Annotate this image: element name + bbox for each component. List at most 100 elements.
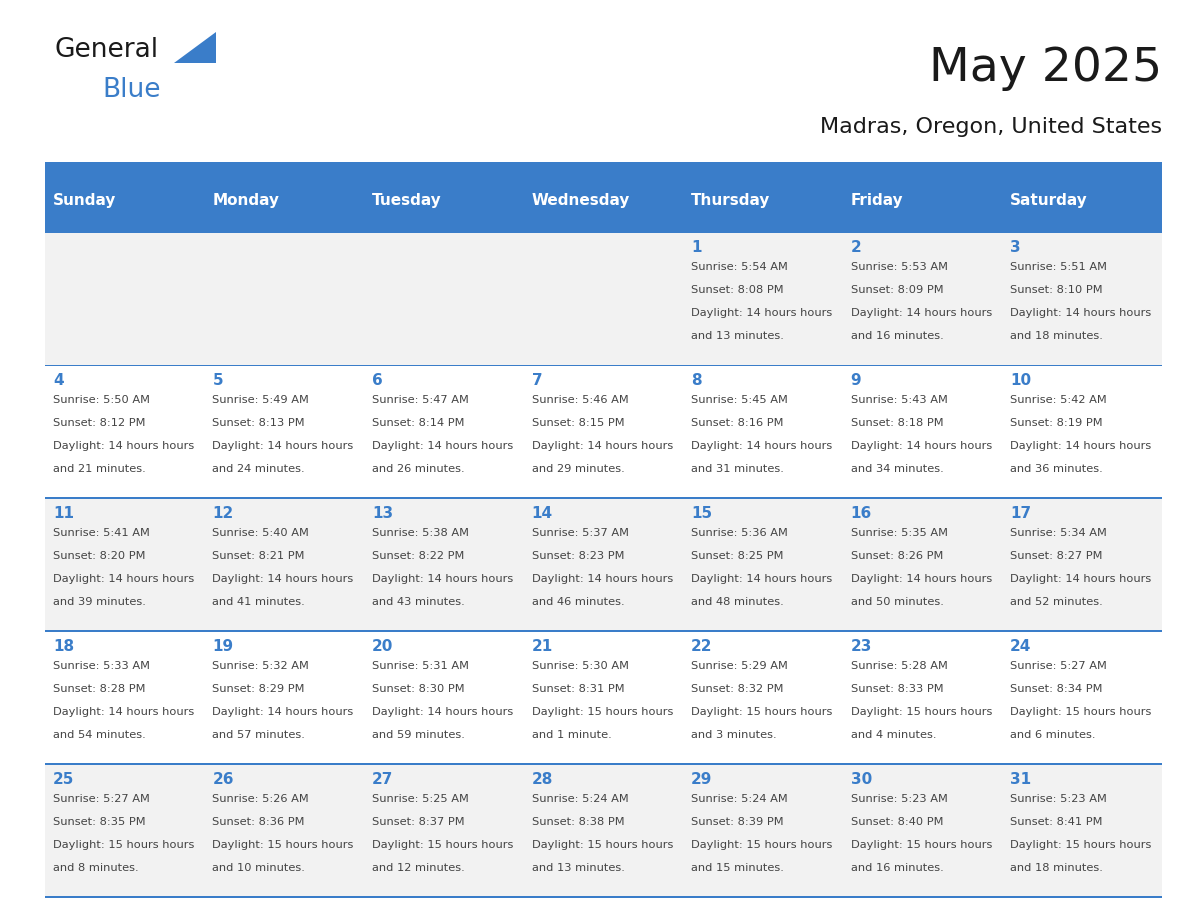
Text: 7: 7 xyxy=(531,374,542,388)
Text: Sunset: 8:21 PM: Sunset: 8:21 PM xyxy=(213,551,305,561)
Bar xyxy=(365,233,524,366)
Text: Sunrise: 5:42 AM: Sunrise: 5:42 AM xyxy=(1010,395,1107,405)
Text: Sunrise: 5:46 AM: Sunrise: 5:46 AM xyxy=(531,395,628,405)
Bar xyxy=(524,233,683,366)
Text: Daylight: 15 hours hours: Daylight: 15 hours hours xyxy=(691,707,833,717)
Text: and 3 minutes.: and 3 minutes. xyxy=(691,730,777,740)
Bar xyxy=(842,366,1003,499)
Text: Sunrise: 5:34 AM: Sunrise: 5:34 AM xyxy=(1010,528,1107,538)
Text: and 50 minutes.: and 50 minutes. xyxy=(851,597,943,607)
Text: Madras, Oregon, United States: Madras, Oregon, United States xyxy=(820,117,1162,137)
Bar xyxy=(1003,765,1162,898)
Text: Sunset: 8:09 PM: Sunset: 8:09 PM xyxy=(851,285,943,295)
Text: Tuesday: Tuesday xyxy=(372,194,442,208)
Bar xyxy=(842,632,1003,765)
Text: Sunrise: 5:45 AM: Sunrise: 5:45 AM xyxy=(691,395,788,405)
Bar xyxy=(842,233,1003,366)
Text: 18: 18 xyxy=(53,639,74,655)
Text: Sunset: 8:12 PM: Sunset: 8:12 PM xyxy=(53,418,145,428)
Text: Sunset: 8:29 PM: Sunset: 8:29 PM xyxy=(213,684,305,694)
Text: Daylight: 15 hours hours: Daylight: 15 hours hours xyxy=(851,707,992,717)
Bar xyxy=(204,169,365,233)
Bar xyxy=(524,366,683,499)
Text: Daylight: 15 hours hours: Daylight: 15 hours hours xyxy=(691,840,833,850)
Text: and 15 minutes.: and 15 minutes. xyxy=(691,863,784,873)
Text: Sunset: 8:15 PM: Sunset: 8:15 PM xyxy=(531,418,624,428)
Text: Thursday: Thursday xyxy=(691,194,771,208)
Bar xyxy=(1003,169,1162,233)
Text: Sunset: 8:33 PM: Sunset: 8:33 PM xyxy=(851,684,943,694)
Text: Daylight: 15 hours hours: Daylight: 15 hours hours xyxy=(531,840,672,850)
Text: 19: 19 xyxy=(213,639,234,655)
Text: and 48 minutes.: and 48 minutes. xyxy=(691,597,784,607)
Bar xyxy=(683,499,842,632)
Bar xyxy=(45,366,204,499)
Bar xyxy=(683,233,842,366)
Text: and 18 minutes.: and 18 minutes. xyxy=(1010,863,1102,873)
Text: Daylight: 14 hours hours: Daylight: 14 hours hours xyxy=(372,707,513,717)
Bar xyxy=(45,499,204,632)
Text: and 57 minutes.: and 57 minutes. xyxy=(213,730,305,740)
Text: 14: 14 xyxy=(531,506,552,521)
Text: Sunset: 8:35 PM: Sunset: 8:35 PM xyxy=(53,817,146,827)
Text: 25: 25 xyxy=(53,772,75,787)
Text: and 52 minutes.: and 52 minutes. xyxy=(1010,597,1102,607)
Bar xyxy=(365,765,524,898)
Bar xyxy=(683,765,842,898)
Text: Daylight: 14 hours hours: Daylight: 14 hours hours xyxy=(372,574,513,584)
Text: Daylight: 14 hours hours: Daylight: 14 hours hours xyxy=(372,441,513,451)
Bar xyxy=(204,765,365,898)
Bar xyxy=(45,765,204,898)
Text: 22: 22 xyxy=(691,639,713,655)
Text: 5: 5 xyxy=(213,374,223,388)
Bar xyxy=(524,499,683,632)
Bar xyxy=(683,366,842,499)
Text: Daylight: 14 hours hours: Daylight: 14 hours hours xyxy=(1010,441,1151,451)
Text: 13: 13 xyxy=(372,506,393,521)
Text: and 13 minutes.: and 13 minutes. xyxy=(531,863,625,873)
Text: 10: 10 xyxy=(1010,374,1031,388)
Text: Sunrise: 5:51 AM: Sunrise: 5:51 AM xyxy=(1010,263,1107,272)
Text: and 10 minutes.: and 10 minutes. xyxy=(213,863,305,873)
Text: Daylight: 15 hours hours: Daylight: 15 hours hours xyxy=(1010,840,1151,850)
Text: Friday: Friday xyxy=(851,194,903,208)
Text: Sunset: 8:16 PM: Sunset: 8:16 PM xyxy=(691,418,784,428)
Text: Sunrise: 5:47 AM: Sunrise: 5:47 AM xyxy=(372,395,469,405)
Text: 31: 31 xyxy=(1010,772,1031,787)
Text: Daylight: 15 hours hours: Daylight: 15 hours hours xyxy=(213,840,354,850)
Text: and 26 minutes.: and 26 minutes. xyxy=(372,464,465,474)
Text: Sunset: 8:41 PM: Sunset: 8:41 PM xyxy=(1010,817,1102,827)
Text: Daylight: 14 hours hours: Daylight: 14 hours hours xyxy=(851,308,992,318)
Text: Sunset: 8:26 PM: Sunset: 8:26 PM xyxy=(851,551,943,561)
Text: Sunset: 8:25 PM: Sunset: 8:25 PM xyxy=(691,551,784,561)
Text: Sunset: 8:37 PM: Sunset: 8:37 PM xyxy=(372,817,465,827)
Text: Daylight: 14 hours hours: Daylight: 14 hours hours xyxy=(53,441,194,451)
Text: 20: 20 xyxy=(372,639,393,655)
Text: and 4 minutes.: and 4 minutes. xyxy=(851,730,936,740)
Text: and 43 minutes.: and 43 minutes. xyxy=(372,597,465,607)
Text: Sunrise: 5:38 AM: Sunrise: 5:38 AM xyxy=(372,528,469,538)
Bar xyxy=(45,364,1162,366)
Text: General: General xyxy=(55,37,159,62)
Text: Wednesday: Wednesday xyxy=(531,194,630,208)
Text: Sunrise: 5:29 AM: Sunrise: 5:29 AM xyxy=(691,661,788,671)
Text: Sunset: 8:34 PM: Sunset: 8:34 PM xyxy=(1010,684,1102,694)
Text: 4: 4 xyxy=(53,374,64,388)
Text: Daylight: 14 hours hours: Daylight: 14 hours hours xyxy=(53,707,194,717)
Text: and 16 minutes.: and 16 minutes. xyxy=(851,863,943,873)
Polygon shape xyxy=(175,31,216,62)
Text: Sunset: 8:36 PM: Sunset: 8:36 PM xyxy=(213,817,305,827)
Text: 12: 12 xyxy=(213,506,234,521)
Bar xyxy=(365,169,524,233)
Text: 30: 30 xyxy=(851,772,872,787)
Bar xyxy=(1003,499,1162,632)
Text: and 39 minutes.: and 39 minutes. xyxy=(53,597,146,607)
Text: Sunrise: 5:40 AM: Sunrise: 5:40 AM xyxy=(213,528,309,538)
Text: Sunset: 8:18 PM: Sunset: 8:18 PM xyxy=(851,418,943,428)
Bar xyxy=(204,366,365,499)
Text: Sunrise: 5:27 AM: Sunrise: 5:27 AM xyxy=(53,794,150,804)
Text: May 2025: May 2025 xyxy=(929,46,1162,91)
Text: Daylight: 14 hours hours: Daylight: 14 hours hours xyxy=(691,574,833,584)
Bar xyxy=(524,765,683,898)
Bar xyxy=(45,169,204,233)
